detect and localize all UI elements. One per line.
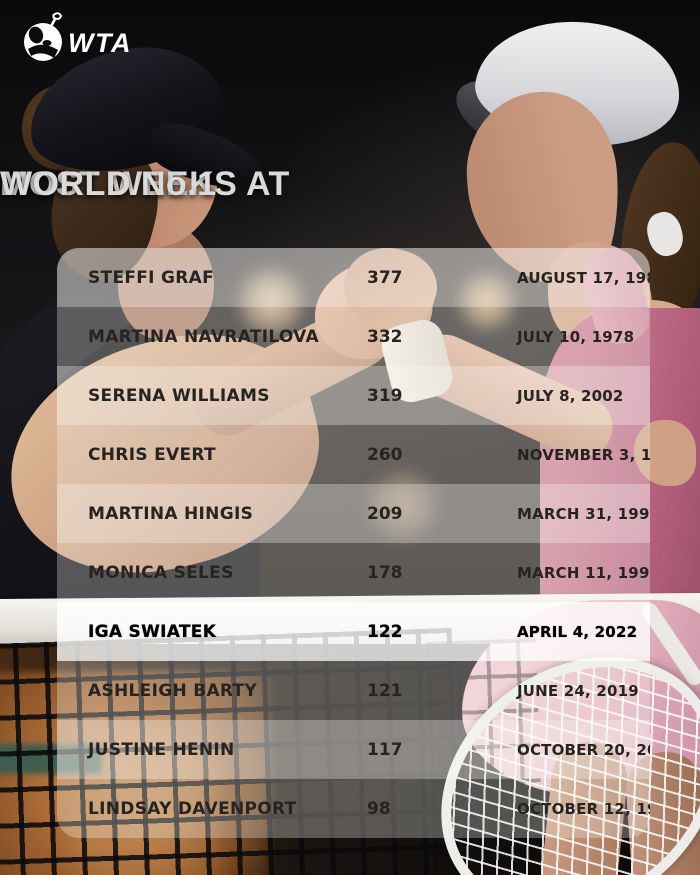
player-name: SERENA WILLIAMS — [88, 385, 270, 406]
wta-wordmark: WTA — [68, 28, 132, 58]
title-line-2: WORLD No.1 — [0, 165, 217, 203]
player-name: MARTINA NAVRATILOVA — [88, 326, 319, 347]
table-row: MONICA SELES 178 MARCH 11, 1991 — [57, 543, 650, 602]
weeks-value: 121 — [367, 680, 403, 701]
table-row-highlight: IGA SWIATEK 122 APRIL 4, 2022 — [57, 602, 650, 661]
weeks-value: 178 — [367, 562, 403, 583]
date-reached-no1: MARCH 31, 1997 — [517, 504, 650, 523]
player-name: MARTINA HINGIS — [88, 503, 254, 524]
player-name: LINDSAY DAVENPORT — [88, 798, 297, 819]
table-row: CHRIS EVERT 260 NOVEMBER 3, 1975 — [57, 425, 650, 484]
table-row: JUSTINE HENIN 117 OCTOBER 20, 2003 — [57, 720, 650, 779]
table-row: LINDSAY DAVENPORT 98 OCTOBER 12, 1998 — [57, 779, 650, 838]
wta-logo: WTA — [24, 12, 132, 61]
table-row: MARTINA NAVRATILOVA 332 JULY 10, 1978 — [57, 307, 650, 366]
table-row: STEFFI GRAF 377 AUGUST 17, 1987 — [57, 248, 650, 307]
player-name: JUSTINE HENIN — [88, 739, 235, 760]
table-row: MARTINA HINGIS 209 MARCH 31, 1997 — [57, 484, 650, 543]
date-reached-no1: MARCH 11, 1991 — [517, 563, 650, 582]
wta-player-icon — [24, 12, 63, 61]
player-name: CHRIS EVERT — [88, 444, 216, 465]
player-name: ASHLEIGH BARTY — [88, 680, 258, 701]
player-name: IGA SWIATEK — [88, 621, 217, 642]
date-reached-no1: AUGUST 17, 1987 — [517, 268, 650, 287]
date-reached-no1: OCTOBER 20, 2003 — [517, 740, 650, 759]
date-reached-no1: JUNE 24, 2019 — [517, 681, 639, 700]
weeks-value: 332 — [367, 326, 403, 347]
date-reached-no1: JULY 8, 2002 — [517, 386, 624, 405]
date-reached-no1: OCTOBER 12, 1998 — [517, 799, 650, 818]
date-reached-no1: APRIL 4, 2022 — [517, 622, 638, 641]
weeks-value: 209 — [367, 503, 403, 524]
player-right-back — [634, 420, 696, 486]
date-reached-no1: JULY 10, 1978 — [517, 327, 635, 346]
player-name: MONICA SELES — [88, 562, 234, 583]
weeks-value: 122 — [367, 621, 403, 642]
weeks-value: 98 — [367, 798, 391, 819]
weeks-value: 319 — [367, 385, 403, 406]
weeks-value: 117 — [367, 739, 403, 760]
leaderboard-panel: STEFFI GRAF 377 AUGUST 17, 1987 MARTINA NAV… — [57, 248, 650, 838]
weeks-value: 260 — [367, 444, 403, 465]
weeks-value: 377 — [367, 267, 403, 288]
player-name: STEFFI GRAF — [88, 267, 215, 288]
table-row: ASHLEIGH BARTY 121 JUNE 24, 2019 — [57, 661, 650, 720]
date-reached-no1: NOVEMBER 3, 1975 — [517, 445, 650, 464]
title-line-1: MOST WEEKS AT — [0, 165, 290, 203]
table-row: SERENA WILLIAMS 319 JULY 8, 2002 — [57, 366, 650, 425]
